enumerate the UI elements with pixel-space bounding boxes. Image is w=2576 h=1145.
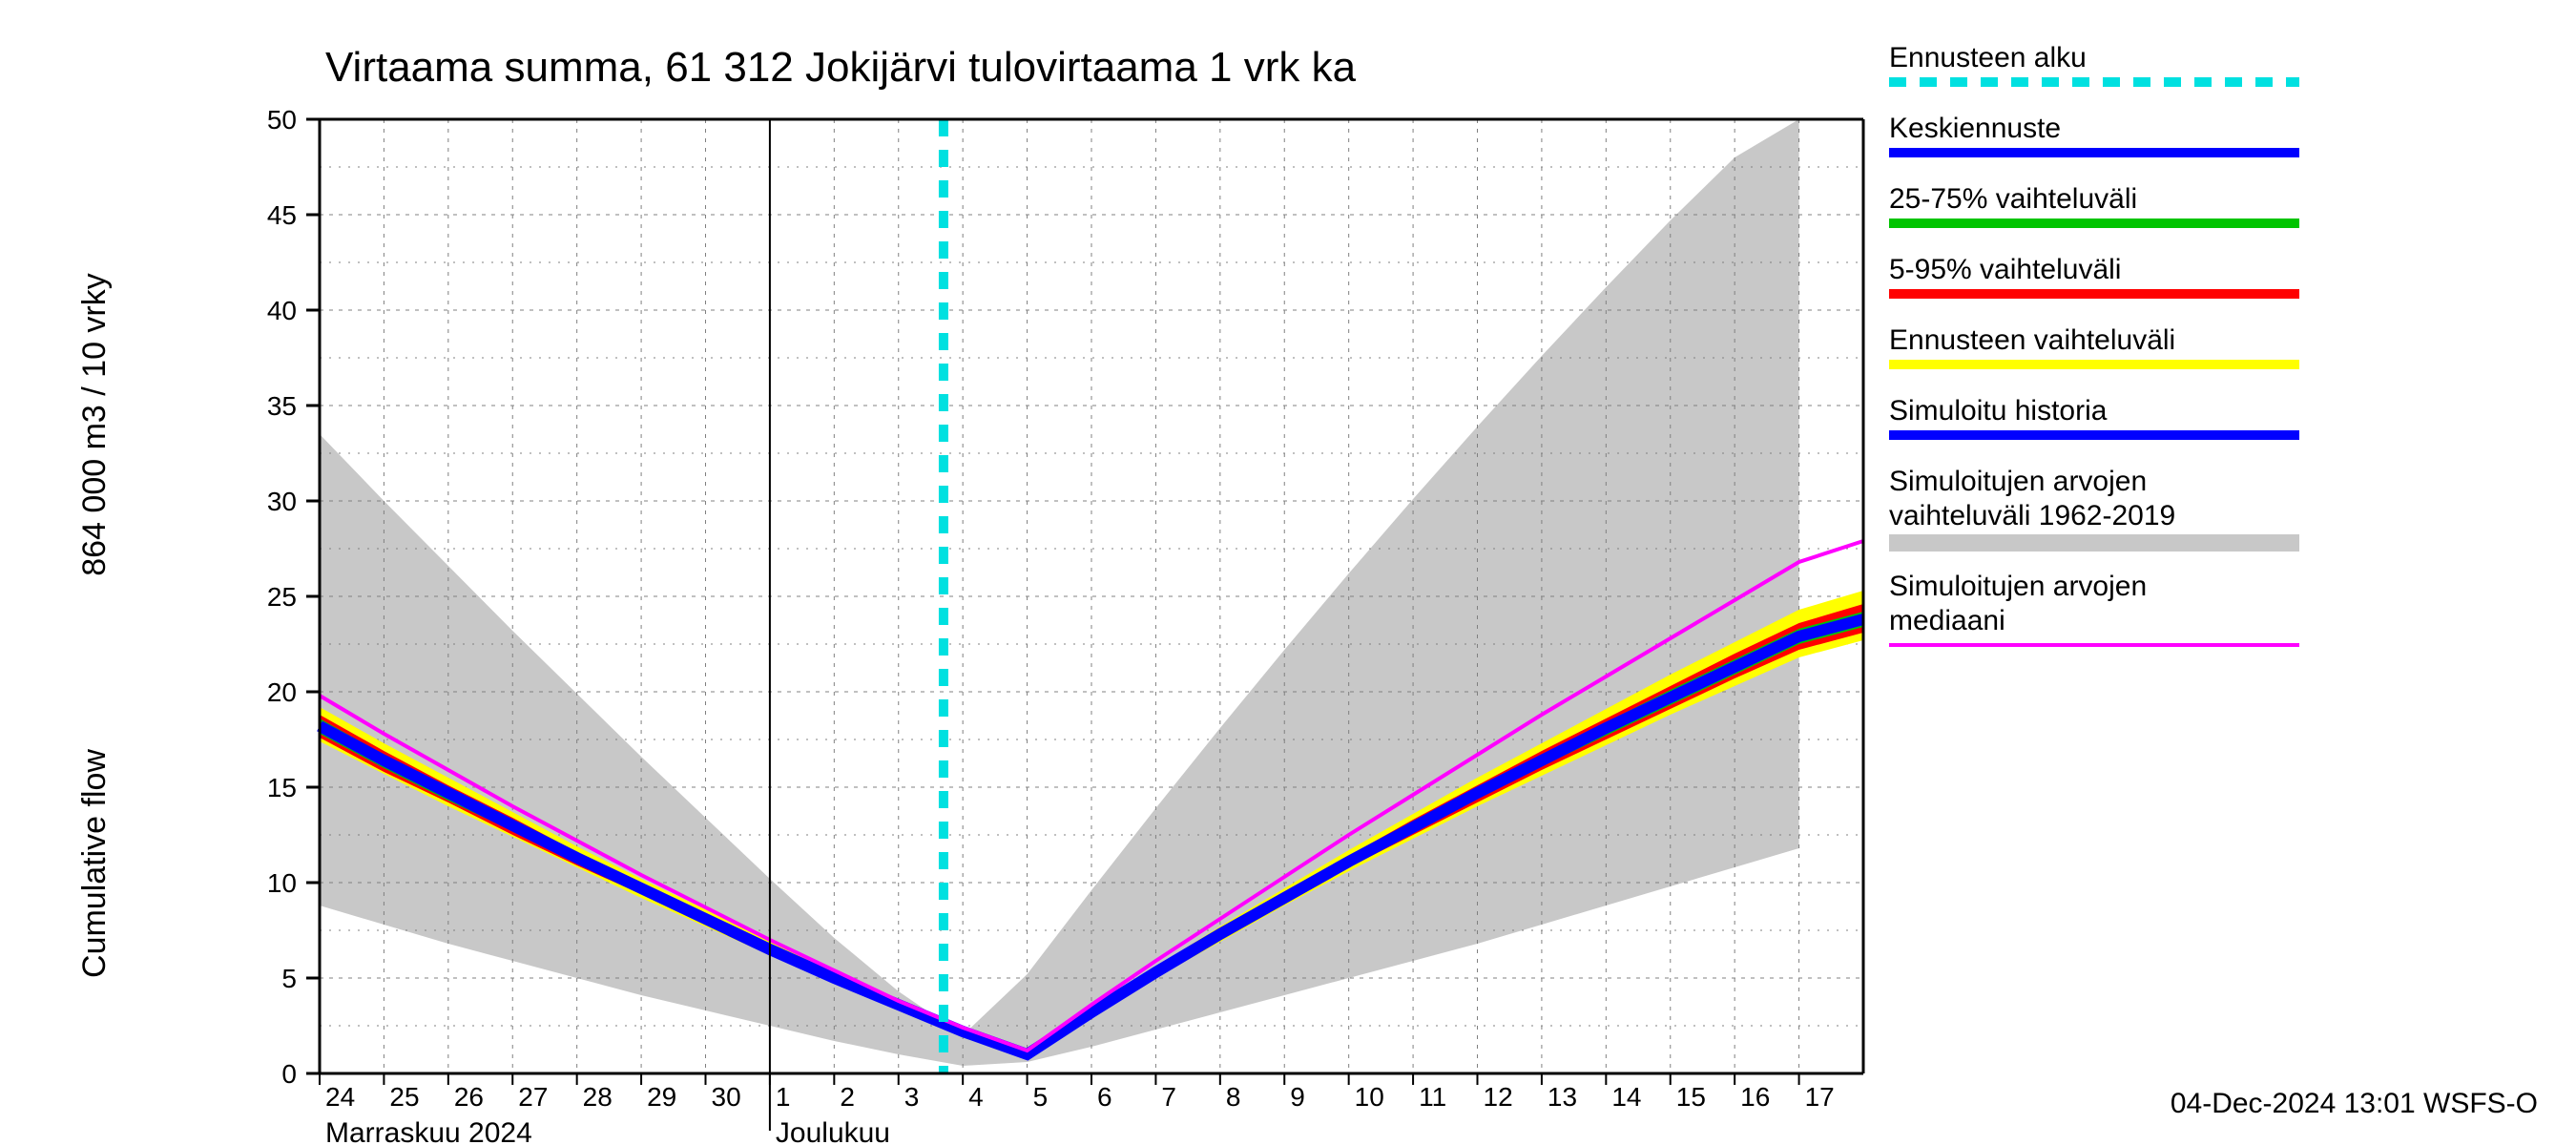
x-tick-label: 15: [1676, 1082, 1706, 1112]
x-tick-label: 4: [968, 1082, 984, 1112]
legend-label: 5-95% vaihteluväli: [1889, 254, 2121, 285]
x-tick-label: 10: [1355, 1082, 1384, 1112]
legend-label: Ennusteen vaihteluväli: [1889, 324, 2175, 356]
legend-label: Simuloitujen arvojen: [1889, 466, 2147, 497]
legend-label: 25-75% vaihteluväli: [1889, 183, 2137, 215]
legend-label: mediaani: [1889, 605, 2005, 636]
flow-chart: 0510152025303540455024252627282930123456…: [0, 0, 2576, 1145]
x-tick-label: 25: [389, 1082, 419, 1112]
x-tick-label: 26: [454, 1082, 484, 1112]
x-tick-label: 1: [776, 1082, 791, 1112]
legend-label: Ennusteen alku: [1889, 42, 2087, 73]
y-axis-label-1: Cumulative flow: [76, 749, 113, 978]
y-tick-label: 5: [281, 964, 297, 993]
y-tick-label: 30: [267, 487, 297, 516]
legend-label: vaihteluväli 1962-2019: [1889, 500, 2175, 531]
x-tick-label: 3: [904, 1082, 920, 1112]
x-tick-label: 6: [1097, 1082, 1112, 1112]
legend-label: Simuloitujen arvojen: [1889, 571, 2147, 602]
y-tick-label: 0: [281, 1059, 297, 1089]
x-tick-label: 7: [1161, 1082, 1176, 1112]
month-label: Marraskuu 2024: [325, 1117, 532, 1145]
x-tick-label: 5: [1033, 1082, 1049, 1112]
x-tick-label: 14: [1611, 1082, 1641, 1112]
historical-range-band: [320, 119, 1799, 1066]
y-tick-label: 10: [267, 868, 297, 898]
y-tick-label: 40: [267, 296, 297, 325]
x-tick-label: 8: [1226, 1082, 1241, 1112]
y-tick-label: 35: [267, 391, 297, 421]
x-tick-label: 16: [1740, 1082, 1770, 1112]
x-tick-label: 13: [1548, 1082, 1577, 1112]
x-tick-label: 17: [1805, 1082, 1835, 1112]
legend-label: Simuloitu historia: [1889, 395, 2108, 427]
x-tick-label: 2: [840, 1082, 855, 1112]
y-tick-label: 15: [267, 773, 297, 802]
legend-label: Keskiennuste: [1889, 113, 2061, 144]
x-tick-label: 12: [1484, 1082, 1513, 1112]
x-tick-label: 30: [712, 1082, 741, 1112]
chart-title: Virtaama summa, 61 312 Jokijärvi tulovir…: [325, 44, 1357, 91]
y-axis-label-2: 864 000 m3 / 10 vrky: [76, 273, 113, 576]
month-label: Joulukuu: [776, 1117, 890, 1145]
x-tick-label: 9: [1290, 1082, 1305, 1112]
y-tick-label: 25: [267, 582, 297, 612]
x-tick-label: 24: [325, 1082, 355, 1112]
x-tick-label: 29: [647, 1082, 676, 1112]
x-tick-label: 28: [583, 1082, 613, 1112]
y-tick-label: 50: [267, 105, 297, 135]
x-tick-label: 11: [1419, 1082, 1446, 1112]
x-tick-label: 27: [518, 1082, 548, 1112]
y-tick-label: 45: [267, 200, 297, 230]
y-tick-label: 20: [267, 677, 297, 707]
footer-timestamp: 04-Dec-2024 13:01 WSFS-O: [2171, 1088, 2538, 1119]
